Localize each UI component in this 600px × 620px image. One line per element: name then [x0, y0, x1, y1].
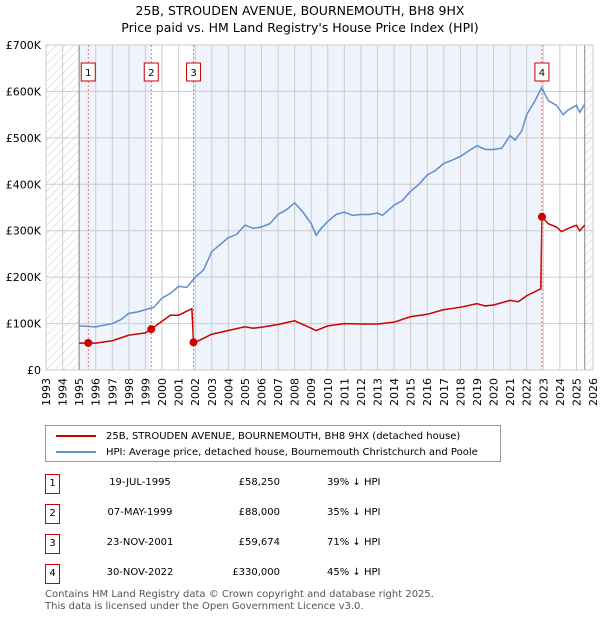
footer-line-1: Contains HM Land Registry data © Crown c… — [45, 589, 434, 600]
sale-price: £330,000 — [232, 567, 280, 578]
x-tick-label: 1994 — [57, 378, 70, 406]
y-tick-label: £500K — [6, 132, 42, 145]
x-tick-label: 1998 — [123, 378, 136, 406]
x-tick-label: 2024 — [554, 378, 567, 406]
legend-swatch-red — [56, 435, 96, 437]
chart-title: 25B, STROUDEN AVENUE, BOURNEMOUTH, BH8 9… — [135, 3, 465, 18]
sale-date: 19-JUL-1995 — [109, 477, 171, 488]
x-tick-label: 1997 — [106, 378, 119, 406]
sale-hpi-diff: 71% ↓ HPI — [327, 537, 381, 548]
sale-number: 4 — [45, 564, 60, 584]
x-tick-label: 2000 — [156, 378, 169, 406]
sale-label-box — [143, 62, 159, 82]
sale-point — [147, 325, 156, 334]
y-tick-label: £200K — [6, 271, 42, 284]
property-price-line — [79, 214, 586, 344]
x-tick-label: 2007 — [272, 378, 285, 406]
x-tick-label: 2017 — [438, 378, 451, 406]
x-tick-label: 2016 — [421, 378, 434, 406]
sale-number: 2 — [45, 504, 60, 524]
sale-label-number: 2 — [148, 68, 154, 79]
sale-number: 1 — [45, 474, 60, 494]
sale-date: 30-NOV-2022 — [106, 567, 174, 578]
x-tick-label: 2015 — [405, 378, 418, 406]
y-tick-label: £700K — [6, 39, 42, 52]
sale-point — [189, 338, 198, 347]
sale-label-box — [80, 62, 96, 82]
sale-label-box — [534, 62, 550, 82]
sale-hpi-diff: 45% ↓ HPI — [327, 567, 381, 578]
x-tick-label: 1996 — [90, 378, 103, 406]
sale-price: £88,000 — [238, 507, 280, 518]
x-tick-label: 2021 — [504, 378, 517, 406]
legend-item-property: 25B, STROUDEN AVENUE, BOURNEMOUTH, BH8 9… — [56, 429, 460, 443]
hpi-line — [79, 86, 586, 328]
x-tick-label: 2008 — [289, 378, 302, 406]
x-tick-label: 2009 — [305, 378, 318, 406]
x-tick-label: 2013 — [372, 378, 385, 406]
x-tick-label: 2006 — [255, 378, 268, 406]
x-tick-label: 2019 — [471, 378, 484, 406]
chart-subtitle: Price paid vs. HM Land Registry's House … — [121, 20, 479, 35]
x-tick-label: 2014 — [388, 378, 401, 406]
x-tick-label: 2005 — [239, 378, 252, 406]
sale-row: 4 30-NOV-2022 £330,000 45% ↓ HPI — [45, 564, 505, 586]
legend-swatch-blue — [56, 451, 96, 453]
y-tick-label: £100K — [6, 318, 42, 331]
x-tick-label: 2022 — [521, 378, 534, 406]
y-tick-label: £300K — [6, 225, 42, 238]
x-tick-label: 2020 — [488, 378, 501, 406]
x-tick-label: 2023 — [537, 378, 550, 406]
sale-row: 3 23-NOV-2001 £59,674 71% ↓ HPI — [45, 534, 505, 556]
x-tick-label: 1993 — [40, 378, 53, 406]
x-tick-label: 2018 — [454, 378, 467, 406]
x-tick-label: 1999 — [139, 378, 152, 406]
plot-border — [45, 44, 594, 371]
sale-hpi-diff: 39% ↓ HPI — [327, 477, 381, 488]
sale-row: 1 19-JUL-1995 £58,250 39% ↓ HPI — [45, 474, 505, 496]
sale-date: 07-MAY-1999 — [107, 507, 173, 518]
x-tick-label: 2025 — [570, 378, 583, 406]
shaded-band — [79, 45, 152, 370]
y-tick-label: £600K — [6, 85, 42, 98]
sale-price: £59,674 — [238, 537, 280, 548]
sale-point — [84, 338, 93, 347]
x-tick-label: 1995 — [73, 378, 86, 406]
footer-line-2: This data is licensed under the Open Gov… — [45, 601, 364, 612]
x-tick-label: 2012 — [355, 378, 368, 406]
sale-label-number: 4 — [539, 68, 545, 79]
x-tick-label: 2011 — [338, 378, 351, 406]
sale-hpi-diff: 35% ↓ HPI — [327, 507, 381, 518]
sale-point — [537, 212, 546, 221]
sale-row: 2 07-MAY-1999 £88,000 35% ↓ HPI — [45, 504, 505, 526]
x-tick-label: 2002 — [189, 378, 202, 406]
sale-number: 3 — [45, 534, 60, 554]
sale-label-number: 1 — [85, 68, 91, 79]
shaded-band — [193, 45, 542, 370]
sale-date: 23-NOV-2001 — [106, 537, 174, 548]
x-tick-label: 2001 — [173, 378, 186, 406]
x-tick-label: 2004 — [222, 378, 235, 406]
y-tick-label: £400K — [6, 178, 42, 191]
x-tick-label: 2010 — [322, 378, 335, 406]
sale-price: £58,250 — [238, 477, 280, 488]
x-tick-label: 2026 — [587, 378, 600, 406]
legend-label: HPI: Average price, detached house, Bour… — [106, 446, 478, 458]
hatch-after — [584, 45, 593, 370]
legend-item-hpi: HPI: Average price, detached house, Bour… — [56, 445, 478, 459]
x-tick-label: 2003 — [206, 378, 219, 406]
sale-label-box — [186, 62, 202, 82]
y-tick-label: £0 — [27, 364, 41, 377]
legend-label: 25B, STROUDEN AVENUE, BOURNEMOUTH, BH8 9… — [106, 430, 461, 442]
sale-label-number: 3 — [190, 68, 196, 79]
legend: 25B, STROUDEN AVENUE, BOURNEMOUTH, BH8 9… — [45, 425, 501, 462]
